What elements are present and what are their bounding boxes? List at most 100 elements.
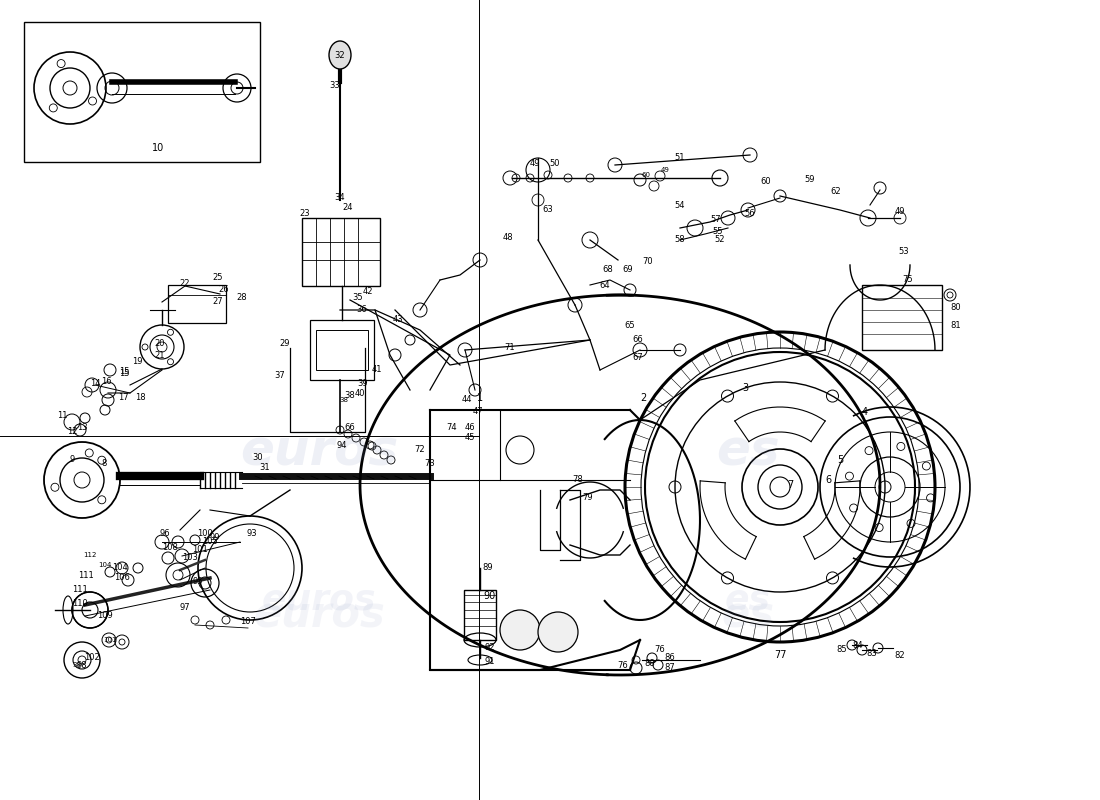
Text: 7: 7 <box>786 480 793 490</box>
Text: es: es <box>716 428 780 476</box>
Text: 38: 38 <box>344 390 355 399</box>
Text: 33: 33 <box>330 82 340 90</box>
Text: es: es <box>722 595 774 637</box>
Text: 71: 71 <box>505 343 515 353</box>
Text: 26: 26 <box>219 286 229 294</box>
Bar <box>316 330 369 370</box>
Text: 109: 109 <box>97 610 113 619</box>
Text: 18: 18 <box>134 393 145 402</box>
Text: 65: 65 <box>625 322 636 330</box>
Text: 56: 56 <box>745 210 756 218</box>
Text: 3: 3 <box>741 383 748 393</box>
Text: 22: 22 <box>179 278 190 287</box>
Text: 45: 45 <box>464 434 475 442</box>
Text: 76: 76 <box>654 646 666 654</box>
Text: 111: 111 <box>73 586 88 594</box>
Text: 110: 110 <box>73 599 88 609</box>
Text: 67: 67 <box>632 354 644 362</box>
Bar <box>24 22 260 162</box>
Text: 9: 9 <box>69 454 75 463</box>
Text: 41: 41 <box>372 366 383 374</box>
Text: 51: 51 <box>674 154 685 162</box>
Text: 4: 4 <box>862 407 868 417</box>
Text: 104: 104 <box>112 562 128 571</box>
Text: 62: 62 <box>830 187 842 197</box>
Text: 68: 68 <box>603 266 614 274</box>
Text: 14: 14 <box>90 378 100 387</box>
Text: 29: 29 <box>279 338 290 347</box>
Text: 44: 44 <box>462 395 472 405</box>
Text: 5: 5 <box>837 455 843 465</box>
Text: 70: 70 <box>642 258 653 266</box>
Bar <box>862 285 942 350</box>
Text: 84: 84 <box>852 641 864 650</box>
Text: 90: 90 <box>484 591 496 601</box>
Text: 16: 16 <box>101 378 111 386</box>
Text: 25: 25 <box>212 274 223 282</box>
Text: 73: 73 <box>425 459 436 469</box>
Text: 79: 79 <box>583 493 593 502</box>
Text: 86: 86 <box>664 653 675 662</box>
Text: 35: 35 <box>353 294 363 302</box>
Text: 97: 97 <box>179 603 190 613</box>
Text: 69: 69 <box>623 266 634 274</box>
Text: 105: 105 <box>202 538 218 546</box>
Text: 80: 80 <box>950 303 961 313</box>
Text: 106: 106 <box>114 574 130 582</box>
Text: 47: 47 <box>473 407 483 417</box>
Text: 11: 11 <box>57 410 67 419</box>
Text: 66: 66 <box>344 423 355 433</box>
Text: 95: 95 <box>192 578 204 586</box>
Text: 1: 1 <box>477 393 483 403</box>
Text: 30: 30 <box>253 453 263 462</box>
Text: 49: 49 <box>661 167 670 173</box>
Text: euros: euros <box>262 583 376 617</box>
Text: 74: 74 <box>447 423 458 433</box>
Text: 92: 92 <box>485 643 495 653</box>
Text: 38: 38 <box>73 662 81 668</box>
Text: 77: 77 <box>773 650 786 660</box>
Text: 96: 96 <box>160 529 170 538</box>
Text: 42: 42 <box>363 287 373 297</box>
Text: 27: 27 <box>212 298 223 306</box>
Bar <box>168 285 225 323</box>
Text: 15: 15 <box>119 367 130 377</box>
Text: 39: 39 <box>358 378 368 387</box>
Text: 81: 81 <box>950 321 961 330</box>
Text: 75: 75 <box>903 275 913 285</box>
Text: 57: 57 <box>711 215 722 225</box>
Text: 17: 17 <box>118 393 129 402</box>
Text: 49: 49 <box>530 159 540 169</box>
Text: 91: 91 <box>485 658 495 666</box>
Text: 15: 15 <box>119 369 130 378</box>
Text: es: es <box>725 583 771 617</box>
Text: 40: 40 <box>354 390 365 398</box>
Text: 60: 60 <box>641 172 650 178</box>
Bar <box>464 590 496 640</box>
Text: 49: 49 <box>894 207 905 217</box>
Text: 8: 8 <box>101 458 107 467</box>
Text: 98: 98 <box>77 661 87 670</box>
Text: 43: 43 <box>393 315 404 325</box>
Text: 87: 87 <box>664 662 675 671</box>
Text: 78: 78 <box>573 474 583 483</box>
Text: 38: 38 <box>340 397 349 403</box>
Text: 24: 24 <box>343 202 353 211</box>
Text: 37: 37 <box>275 370 285 379</box>
Text: 12: 12 <box>67 427 77 437</box>
Text: 59: 59 <box>805 175 815 185</box>
Text: 20: 20 <box>155 338 165 347</box>
Text: 88: 88 <box>645 658 656 667</box>
Text: 32: 32 <box>334 50 345 59</box>
Text: 72: 72 <box>415 446 426 454</box>
Text: 58: 58 <box>674 235 685 245</box>
Text: 31: 31 <box>260 463 271 473</box>
Text: 13: 13 <box>77 422 87 431</box>
Text: 85: 85 <box>837 646 847 654</box>
Text: 99: 99 <box>210 533 220 542</box>
Text: euros: euros <box>240 428 398 476</box>
Text: 76: 76 <box>617 662 628 670</box>
Bar <box>302 218 379 286</box>
Text: 94: 94 <box>337 441 348 450</box>
Text: 55: 55 <box>713 227 724 237</box>
